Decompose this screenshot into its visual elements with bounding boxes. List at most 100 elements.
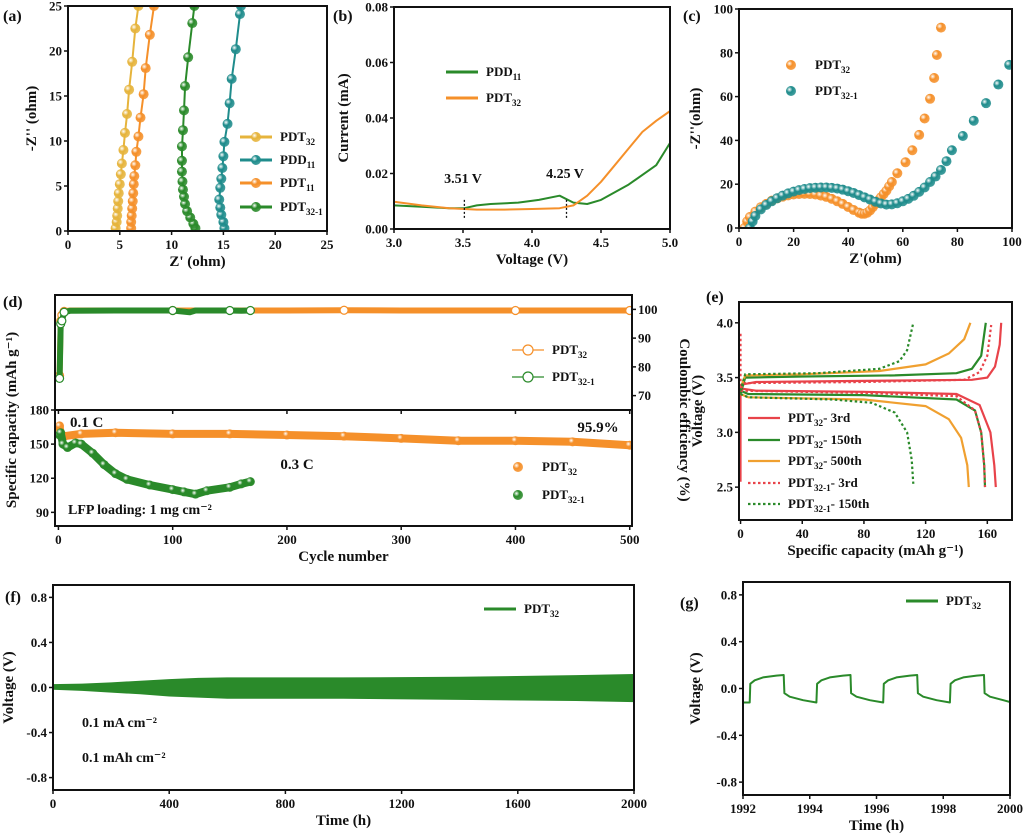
series-line: [394, 110, 670, 211]
y-tick-label: 0.02: [365, 166, 388, 181]
y-tick-label: 10: [49, 134, 62, 149]
y-tick-label: 0.8: [721, 587, 738, 602]
y-tick-label: 0: [727, 221, 734, 236]
data-point: [131, 146, 142, 157]
data-point: [339, 431, 349, 441]
y-tick-label: 0.0: [31, 680, 47, 695]
x-tick-label: 25: [321, 237, 335, 252]
series-line: [55, 428, 255, 499]
y-tick-label: 0.0: [721, 681, 737, 696]
series-pdt32: [55, 305, 632, 381]
condition-label: 0.1 mA cm⁻²: [82, 716, 157, 731]
data-point: [215, 182, 226, 193]
data-point: [919, 113, 930, 124]
y-tick-label: 2.5: [717, 480, 734, 495]
data-point: [88, 448, 98, 458]
series-line: [394, 142, 670, 210]
legend-item: [786, 86, 796, 96]
y-axis-title: Voltage (V): [688, 652, 704, 724]
x-tick-label: 200: [277, 532, 297, 547]
series-line: [218, 6, 242, 230]
data-point: [56, 428, 66, 438]
data-point: [111, 428, 121, 438]
data-point: [127, 196, 138, 207]
data-point: [234, 9, 245, 20]
series-pdd11: [394, 142, 670, 210]
legend-label: PDT32: [946, 593, 982, 611]
x-axis-title: Cycle number: [298, 549, 389, 565]
data-point: [886, 177, 897, 188]
plot-frame: [742, 581, 1011, 796]
curve: [740, 389, 987, 488]
data-point: [225, 429, 235, 439]
x-tick-label: 40: [796, 526, 809, 541]
data-point: [930, 171, 941, 182]
legend-item: [512, 344, 544, 356]
data-point: [118, 145, 129, 155]
y-tick-label: 120: [30, 471, 50, 486]
x-tick-label: 1600: [505, 796, 531, 811]
x-tick-label: 2000: [621, 796, 647, 811]
x-tick-label: 5.0: [662, 235, 678, 250]
panel-label: (g): [680, 595, 699, 612]
series-line: [743, 674, 1010, 704]
y-tick-label: 90: [36, 505, 49, 520]
series-line: [56, 307, 254, 382]
y-tick-label: 3.5: [717, 370, 734, 385]
data-point: [112, 203, 123, 214]
data-point: [245, 477, 255, 487]
series-pdt32-1: [55, 428, 255, 499]
data-point: [112, 210, 123, 221]
legend-label: PDT32: [815, 57, 851, 75]
series-pdt32: [53, 674, 634, 703]
y-tick-label: 0: [56, 224, 63, 239]
curve: [739, 322, 987, 395]
x-tick-label: 20: [269, 237, 282, 252]
y-tick-label: 15: [49, 89, 63, 104]
plot-frame: [393, 6, 671, 230]
legend-marker: [786, 60, 796, 70]
data-point: [187, 18, 198, 29]
data-point: [226, 73, 237, 84]
data-point: [224, 98, 235, 109]
data-point: [57, 316, 67, 326]
y-tick-label: 20: [49, 44, 62, 59]
x-axis-title: Specific capacity (mAh g⁻¹): [787, 543, 963, 559]
annotation: 0.1 C: [70, 415, 103, 431]
data-point: [133, 6, 144, 11]
data-point: [129, 171, 140, 182]
legend-label: PDT32-1: [815, 83, 858, 101]
data-point: [218, 151, 229, 162]
series-pdt32-3rd: [739, 322, 1003, 488]
x-axis-title: Voltage (V): [496, 252, 568, 268]
data-point: [124, 84, 135, 95]
x-tick-label: 160: [978, 526, 998, 541]
y-tick-label: 0.00: [365, 222, 388, 237]
plot-frame: [738, 301, 1013, 521]
x-tick-label: 0: [736, 234, 743, 249]
data-point: [168, 485, 178, 495]
data-point: [138, 89, 149, 100]
data-point: [145, 480, 155, 490]
condition-label: 0.1 mAh cm⁻²: [82, 751, 166, 766]
y-tick-label: -0.8: [26, 770, 47, 785]
data-point: [55, 421, 65, 431]
y-tick-label: -0.4: [716, 728, 737, 743]
data-point: [177, 184, 188, 195]
legend-marker: [522, 344, 534, 356]
legend-label: PDT32-1: [280, 199, 323, 217]
data-point: [180, 81, 191, 92]
x-tick-label: 3.5: [455, 235, 472, 250]
legend-label: PDD11: [486, 64, 522, 82]
x-tick-label: 0: [737, 526, 744, 541]
data-point: [113, 188, 124, 199]
curve: [739, 322, 972, 389]
data-point: [127, 56, 138, 67]
data-point: [119, 127, 130, 138]
curve: [739, 324, 993, 392]
legend-label: PDT32: [486, 90, 522, 108]
data-point: [176, 141, 187, 152]
y2-axis-title: Coulombic efficiency (%): [676, 338, 692, 501]
x-tick-label: 100: [163, 532, 183, 547]
legend-label: PDT32: [542, 459, 578, 477]
